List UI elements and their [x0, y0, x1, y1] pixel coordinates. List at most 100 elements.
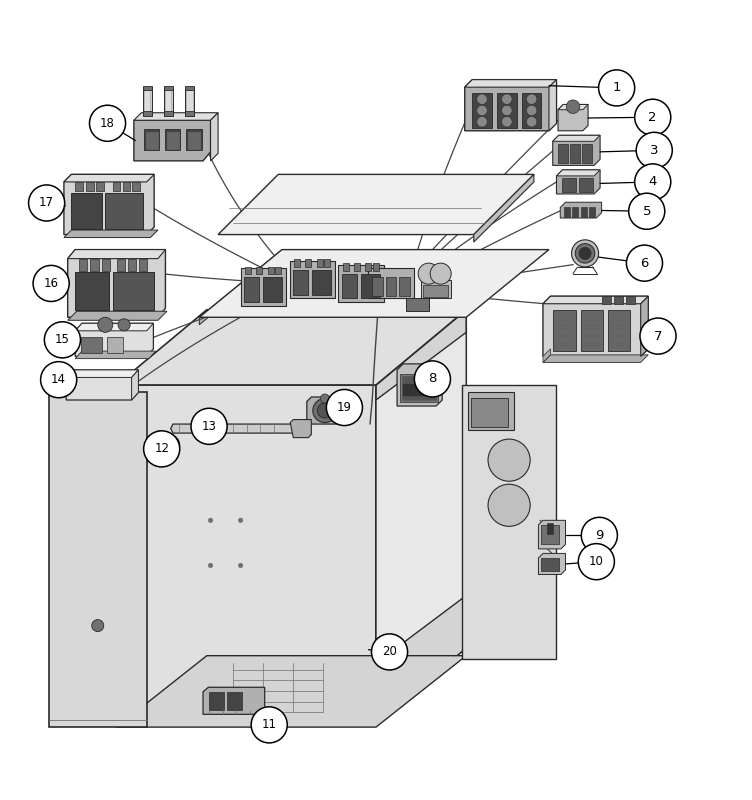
Bar	[400, 374, 438, 402]
Polygon shape	[66, 370, 138, 378]
Circle shape	[118, 318, 130, 331]
Polygon shape	[497, 93, 517, 128]
Circle shape	[636, 132, 672, 168]
Circle shape	[635, 164, 671, 200]
Bar	[144, 89, 150, 116]
Bar	[165, 89, 171, 116]
Circle shape	[208, 563, 213, 568]
Polygon shape	[543, 296, 648, 356]
Polygon shape	[64, 174, 154, 234]
Polygon shape	[117, 310, 466, 385]
Bar	[143, 86, 152, 90]
Bar	[102, 258, 110, 270]
Bar	[165, 130, 180, 150]
Bar	[132, 182, 140, 191]
Polygon shape	[608, 310, 630, 351]
Text: 5: 5	[642, 205, 651, 218]
Bar	[564, 207, 570, 217]
Circle shape	[488, 484, 530, 526]
Bar	[186, 89, 193, 116]
Polygon shape	[263, 278, 282, 302]
Polygon shape	[543, 296, 648, 304]
Bar	[562, 178, 576, 192]
Text: 6: 6	[640, 257, 649, 270]
Text: 7: 7	[653, 330, 663, 342]
Bar	[372, 277, 383, 296]
Bar	[113, 182, 120, 191]
Text: 4: 4	[648, 175, 657, 189]
Bar	[79, 258, 87, 270]
Text: 1: 1	[612, 82, 621, 94]
Bar	[227, 692, 242, 710]
Polygon shape	[75, 272, 109, 310]
Polygon shape	[556, 170, 600, 176]
Text: 9: 9	[595, 529, 604, 542]
Bar	[188, 132, 200, 149]
Bar	[305, 259, 311, 267]
Circle shape	[144, 431, 180, 467]
Polygon shape	[553, 135, 600, 166]
Circle shape	[414, 361, 450, 397]
Bar	[399, 277, 410, 296]
Circle shape	[418, 263, 439, 284]
Polygon shape	[538, 520, 566, 549]
Bar	[365, 263, 371, 270]
Bar	[317, 259, 323, 267]
Bar	[468, 393, 514, 430]
Bar	[185, 86, 194, 90]
Polygon shape	[75, 323, 153, 356]
Bar	[123, 182, 130, 191]
Polygon shape	[290, 419, 311, 438]
Text: 16: 16	[44, 277, 59, 290]
Circle shape	[477, 106, 487, 116]
Bar	[75, 182, 83, 191]
Polygon shape	[462, 385, 556, 659]
Text: 13: 13	[202, 420, 217, 433]
Polygon shape	[543, 355, 648, 362]
Polygon shape	[64, 174, 154, 182]
Text: 20: 20	[382, 646, 397, 658]
Polygon shape	[117, 385, 376, 723]
Polygon shape	[558, 105, 588, 130]
Polygon shape	[553, 310, 576, 351]
Bar	[186, 130, 202, 150]
Polygon shape	[134, 113, 218, 120]
Bar	[185, 111, 194, 116]
Circle shape	[566, 100, 580, 114]
Polygon shape	[538, 554, 566, 574]
Bar	[626, 296, 635, 304]
Bar	[324, 259, 330, 267]
Bar	[602, 296, 611, 304]
Circle shape	[159, 434, 180, 456]
Polygon shape	[199, 250, 549, 318]
Bar	[143, 111, 152, 116]
Polygon shape	[49, 393, 147, 727]
Polygon shape	[361, 274, 380, 298]
Circle shape	[317, 403, 332, 418]
Circle shape	[578, 544, 614, 580]
Circle shape	[626, 245, 663, 281]
Polygon shape	[558, 105, 588, 110]
Polygon shape	[64, 230, 158, 238]
Bar	[164, 111, 173, 116]
Circle shape	[41, 362, 77, 398]
Bar	[256, 267, 262, 274]
Bar	[146, 132, 158, 149]
Bar	[90, 258, 99, 270]
Polygon shape	[421, 280, 451, 298]
Bar	[139, 258, 147, 270]
Circle shape	[502, 94, 512, 105]
Text: 18: 18	[100, 117, 115, 130]
Circle shape	[502, 106, 512, 116]
Bar	[579, 178, 593, 192]
Polygon shape	[376, 310, 466, 723]
Circle shape	[92, 619, 104, 632]
Text: 10: 10	[589, 555, 604, 568]
Polygon shape	[465, 80, 556, 130]
Bar	[547, 523, 553, 534]
Circle shape	[572, 240, 599, 267]
Bar	[572, 207, 578, 217]
Polygon shape	[68, 250, 165, 258]
Polygon shape	[218, 174, 534, 234]
Text: 15: 15	[55, 334, 70, 346]
